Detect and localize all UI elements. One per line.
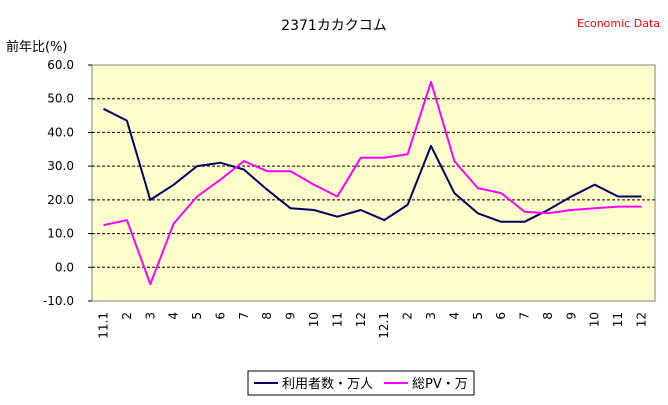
y-tick-label: 60.0 <box>47 58 74 72</box>
gridlines <box>88 64 655 302</box>
x-tick-label: 9 <box>564 312 578 320</box>
y-tick-label: 10.0 <box>47 227 74 241</box>
legend-box <box>247 370 475 396</box>
x-tick-labels: 11.1 2 3 4 5 6 7 8 9 10 11 12 12.1 2 3 4 5 6 7 8 9 10 11 12 <box>97 312 649 339</box>
y-axis-label: 前年比(%) <box>6 39 68 55</box>
x-tick-label: 12 <box>635 312 649 327</box>
x-tick-label: 7 <box>518 312 532 320</box>
series-line-1 <box>103 107 642 223</box>
x-tick-label: 2 <box>401 312 415 320</box>
x-tick-label: 5 <box>471 312 485 320</box>
plot-area <box>91 64 656 302</box>
y-tick-label: 20.0 <box>47 193 74 207</box>
legend-label-1: 利用者数・万人 <box>282 377 373 392</box>
x-tick-label: 4 <box>447 312 461 320</box>
x-tick-label: 3 <box>424 312 438 320</box>
y-tick-label: 40.0 <box>47 125 74 139</box>
y-tick-label: -10.0 <box>43 294 74 308</box>
x-tick-label: 12 <box>354 312 368 327</box>
x-tick-label: 6 <box>213 312 227 320</box>
x-tick-label: 9 <box>284 312 298 320</box>
series-lines <box>103 80 642 286</box>
x-tick-label: 6 <box>494 312 508 320</box>
source-label: Economic Data <box>577 17 660 30</box>
legend: 利用者数・万人 総PV・万 <box>247 370 475 396</box>
x-tick-label: 11 <box>330 312 344 327</box>
y-tick-label: 30.0 <box>47 159 74 173</box>
x-tick-label: 10 <box>588 312 602 327</box>
y-tick-label: 0.0 <box>55 260 74 274</box>
x-tick-label: 2 <box>120 312 134 320</box>
x-tick-label: 3 <box>143 312 157 320</box>
x-tick-label: 8 <box>541 312 555 320</box>
x-tick-label: 12.1 <box>377 312 391 339</box>
y-tick-label: 50.0 <box>47 92 74 106</box>
x-tick-label: 11 <box>611 312 625 327</box>
x-tick-label: 8 <box>260 312 274 320</box>
chart-title: 2371カカクコム <box>281 18 387 34</box>
series-line-2 <box>103 80 642 286</box>
x-tick-label: 11.1 <box>97 312 111 339</box>
x-tick-label: 10 <box>307 312 321 327</box>
x-tick-label: 4 <box>167 312 181 320</box>
x-tick-label: 5 <box>190 312 204 320</box>
x-tick-label: 7 <box>237 312 251 320</box>
legend-label-2: 総PV・万 <box>412 377 468 392</box>
y-tick-labels: 60.0 50.0 40.0 30.0 20.0 10.0 0.0 -10.0 <box>43 58 74 308</box>
